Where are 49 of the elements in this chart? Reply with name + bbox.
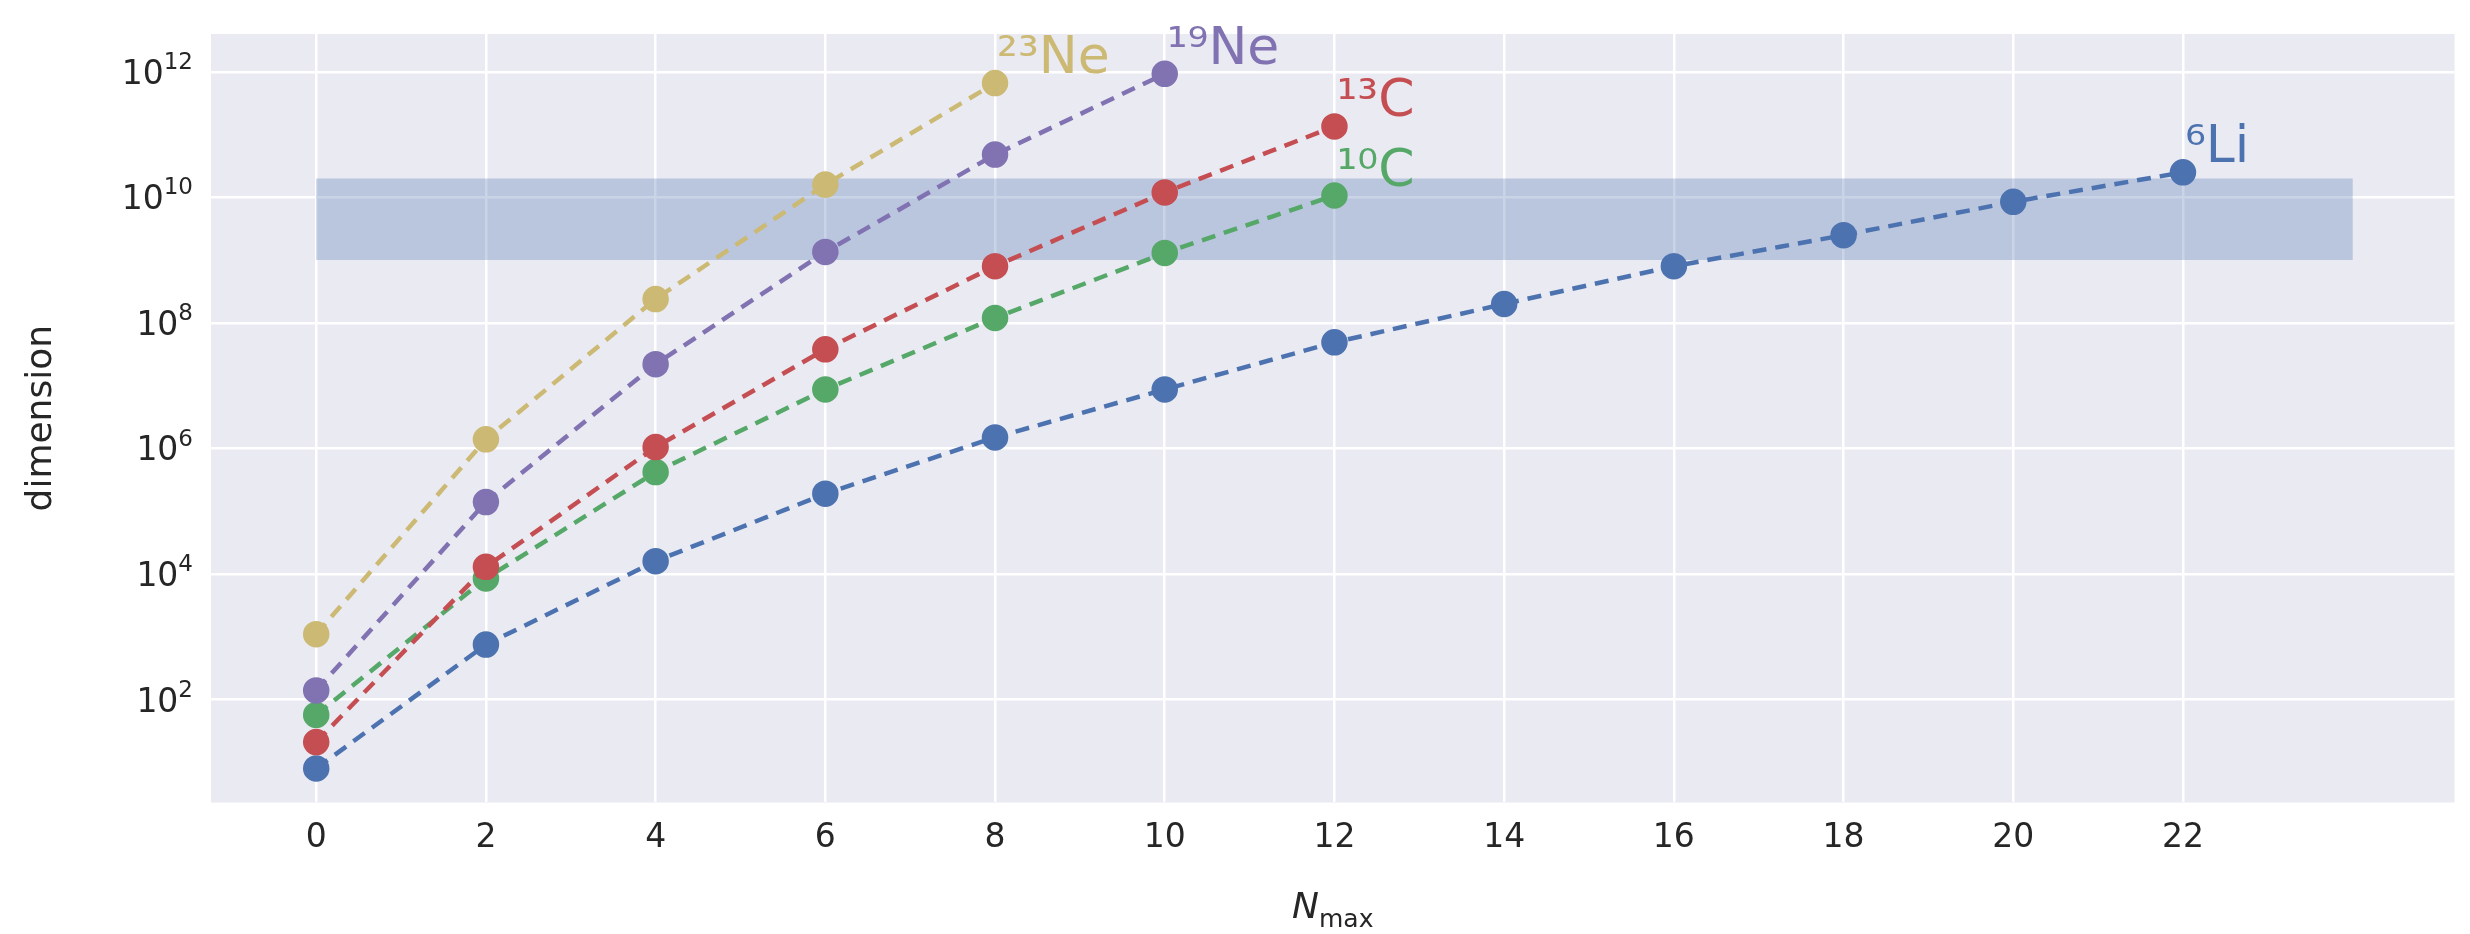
x-tick-label: 12 [1313,815,1356,855]
point [812,336,839,363]
point [1660,252,1688,280]
point [812,376,839,403]
x-tick-label: 10 [1143,815,1186,855]
point [1151,239,1178,267]
point [1151,179,1178,206]
series-label: ⁶Li [2184,114,2250,175]
point [812,171,839,198]
point [1830,221,1857,249]
point [1321,329,1348,356]
point [812,480,839,507]
point [302,701,330,729]
point [981,141,1009,168]
y-axis-title: dimension [18,324,60,512]
point [472,426,500,453]
point [981,304,1009,332]
x-tick-label: 8 [984,815,1006,855]
series-label: ¹⁹Ne [1166,15,1280,76]
point [302,728,330,756]
series-label: ²³Ne [997,25,1110,86]
point [1151,376,1178,403]
series-label: ¹⁰C [1336,137,1415,198]
point [642,433,669,461]
point [642,458,669,486]
x-tick-label: 2 [475,815,497,855]
point [472,488,500,516]
point [302,677,330,704]
x-tick-label: 16 [1652,815,1695,855]
point [642,547,669,575]
x-tick-label: 14 [1483,815,1526,855]
point [981,424,1009,451]
point [1490,290,1518,318]
point [302,620,330,648]
x-tick-label: 20 [1992,815,2035,855]
point [642,350,669,378]
point [981,252,1009,280]
point [472,553,500,581]
point [302,755,330,782]
x-tick-label: 18 [1822,815,1865,855]
point [472,631,500,658]
x-tick-label: 22 [2161,815,2204,855]
x-tick-label: 6 [814,815,836,855]
series-label: ¹³C [1336,68,1415,129]
point [812,238,839,266]
point [642,285,669,313]
x-tick-label: 0 [305,815,327,855]
point [2000,188,2027,216]
x-tick-label: 4 [645,815,667,855]
